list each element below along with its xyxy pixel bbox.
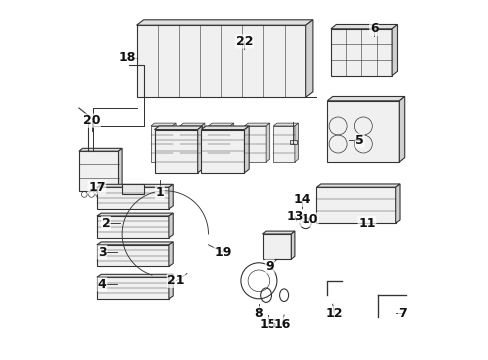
Polygon shape: [168, 213, 173, 238]
Polygon shape: [97, 184, 173, 187]
Text: 4: 4: [98, 278, 106, 291]
Polygon shape: [97, 274, 173, 277]
Polygon shape: [330, 29, 391, 76]
Polygon shape: [305, 20, 312, 97]
Polygon shape: [79, 151, 118, 191]
Polygon shape: [273, 123, 298, 126]
FancyBboxPatch shape: [289, 140, 296, 144]
Text: 18: 18: [119, 51, 136, 64]
Polygon shape: [97, 213, 173, 216]
Text: 8: 8: [254, 307, 263, 320]
Polygon shape: [399, 96, 404, 162]
Polygon shape: [330, 24, 397, 29]
Polygon shape: [97, 216, 168, 238]
Polygon shape: [230, 123, 233, 162]
Polygon shape: [151, 126, 172, 162]
Polygon shape: [97, 187, 168, 209]
Text: 13: 13: [285, 210, 303, 222]
Polygon shape: [208, 126, 230, 162]
Polygon shape: [265, 123, 269, 162]
Polygon shape: [118, 148, 122, 191]
Polygon shape: [97, 277, 168, 299]
Polygon shape: [201, 126, 249, 130]
Text: 10: 10: [300, 213, 317, 226]
Polygon shape: [326, 96, 404, 101]
Text: 11: 11: [357, 217, 375, 230]
Polygon shape: [97, 242, 173, 245]
Polygon shape: [197, 126, 202, 173]
Text: 21: 21: [167, 274, 184, 287]
Polygon shape: [244, 126, 249, 173]
Text: 5: 5: [355, 134, 364, 147]
Polygon shape: [168, 274, 173, 299]
Polygon shape: [391, 24, 397, 76]
Text: 14: 14: [293, 193, 310, 206]
Polygon shape: [136, 25, 305, 97]
Polygon shape: [136, 20, 312, 25]
Polygon shape: [316, 187, 395, 223]
Polygon shape: [168, 242, 173, 266]
Polygon shape: [179, 123, 204, 126]
Text: 15: 15: [259, 318, 276, 330]
Text: 9: 9: [265, 260, 273, 273]
Polygon shape: [395, 184, 399, 223]
Text: 16: 16: [273, 318, 290, 330]
Text: 17: 17: [88, 181, 105, 194]
Text: 3: 3: [98, 246, 106, 258]
Polygon shape: [168, 184, 173, 209]
Text: 7: 7: [398, 307, 407, 320]
Text: 19: 19: [214, 246, 231, 258]
Polygon shape: [208, 123, 233, 126]
Text: 20: 20: [82, 114, 100, 127]
Polygon shape: [262, 231, 294, 234]
Polygon shape: [244, 126, 265, 162]
Polygon shape: [294, 123, 298, 162]
Text: 1: 1: [155, 186, 164, 199]
Polygon shape: [201, 123, 204, 162]
Text: 2: 2: [102, 217, 110, 230]
FancyBboxPatch shape: [122, 184, 143, 194]
Polygon shape: [151, 123, 176, 126]
Text: 12: 12: [325, 307, 343, 320]
Polygon shape: [179, 126, 201, 162]
Polygon shape: [244, 123, 269, 126]
Polygon shape: [201, 130, 244, 173]
Text: 6: 6: [369, 22, 378, 35]
Polygon shape: [316, 184, 399, 187]
Polygon shape: [172, 123, 176, 162]
Polygon shape: [154, 126, 202, 130]
Polygon shape: [326, 101, 399, 162]
Polygon shape: [79, 148, 122, 151]
Polygon shape: [262, 234, 291, 259]
Polygon shape: [97, 245, 168, 266]
Polygon shape: [273, 126, 294, 162]
Polygon shape: [154, 130, 197, 173]
Text: 22: 22: [235, 35, 253, 48]
Polygon shape: [291, 231, 294, 259]
